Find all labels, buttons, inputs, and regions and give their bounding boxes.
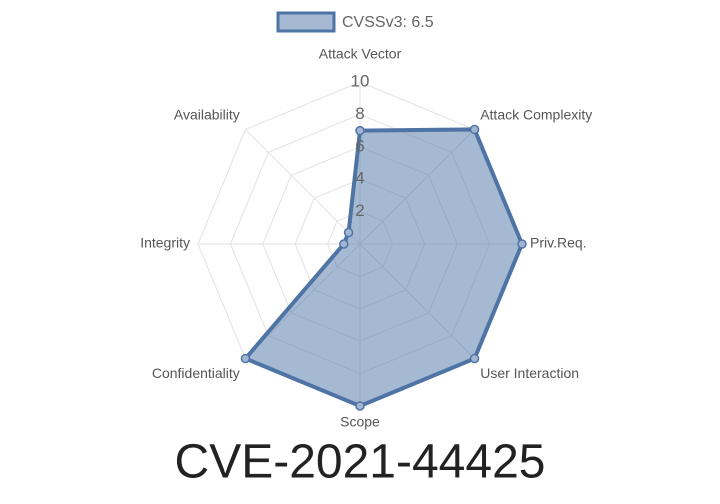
axis-label: Attack Vector (319, 46, 402, 62)
r-tick-label: 2 (355, 201, 364, 220)
axis-label: Integrity (140, 235, 190, 251)
axis-label: Confidentiality (152, 365, 240, 381)
axis-label: Scope (340, 414, 380, 430)
data-point (343, 227, 354, 238)
data-point (355, 125, 365, 136)
legend-label: CVSSv3: 6.5 (342, 14, 434, 31)
data-point (517, 239, 527, 249)
r-tick-label: 6 (355, 136, 364, 155)
axis-label: User Interaction (480, 365, 579, 381)
data-point (355, 401, 365, 411)
data-point (339, 239, 349, 249)
axis-label: Availability (174, 106, 240, 122)
legend-swatch (276, 11, 336, 33)
chart-title: CVE-2021-44425 (175, 436, 546, 489)
r-tick-label: 4 (355, 169, 364, 188)
axis-label: Priv.Req. (530, 235, 587, 251)
r-tick-label: 8 (355, 104, 364, 123)
axis-label: Attack Complexity (480, 106, 592, 122)
data-point (469, 353, 480, 364)
data-point (469, 124, 480, 135)
r-tick-label: 10 (351, 71, 370, 90)
spoke (245, 129, 361, 245)
data-point (240, 353, 251, 364)
